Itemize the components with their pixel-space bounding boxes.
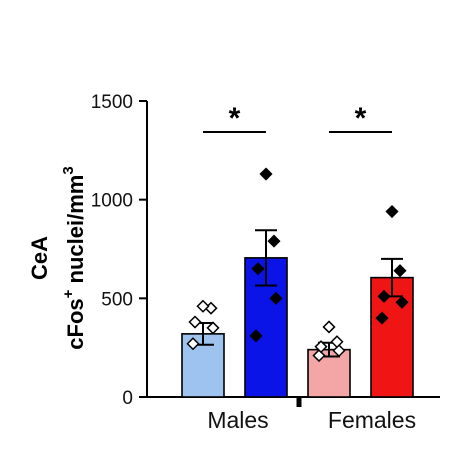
data-point-diamond bbox=[251, 262, 265, 276]
data-point-diamond bbox=[186, 337, 200, 351]
svg-text:cFos+ nuclei/mm3: cFos+ nuclei/mm3 bbox=[60, 166, 88, 349]
significance-star: * bbox=[355, 102, 367, 135]
data-point-diamond bbox=[206, 321, 220, 335]
data-point-diamond bbox=[259, 167, 273, 181]
data-point-diamond bbox=[267, 234, 281, 248]
group-label-males: Males bbox=[207, 407, 268, 433]
y-ticks: 0 500 1000 1500 bbox=[91, 92, 147, 409]
data-point-diamond bbox=[188, 315, 202, 329]
data-point-diamond bbox=[322, 320, 336, 334]
y-axis-title-unit: nuclei/mm bbox=[63, 175, 88, 290]
y-axis-title-unit-sup: 3 bbox=[60, 166, 77, 174]
data-point-diamond bbox=[395, 295, 409, 309]
y-tick-label: 500 bbox=[101, 289, 133, 310]
data-point-diamond bbox=[314, 340, 328, 354]
y-axis-title-main: cFos bbox=[63, 298, 88, 349]
y-tick-label: 1500 bbox=[91, 92, 133, 113]
data-point-diamond bbox=[330, 335, 344, 349]
y-axis-title-sup: + bbox=[60, 289, 77, 298]
data-point-diamond bbox=[196, 299, 210, 313]
significance-layer: * * bbox=[203, 102, 392, 135]
y-tick-label: 0 bbox=[122, 388, 133, 409]
data-point-diamond bbox=[375, 311, 389, 325]
significance-star: * bbox=[229, 102, 241, 135]
data-point-diamond bbox=[269, 291, 283, 305]
data-point-diamond bbox=[377, 289, 391, 303]
data-point-diamond bbox=[249, 329, 263, 343]
points-layer bbox=[186, 167, 409, 363]
y-tick-label: 1000 bbox=[91, 191, 133, 212]
data-point-diamond bbox=[385, 204, 399, 219]
y-axis-title-region: CeA bbox=[27, 236, 52, 280]
group-label-females: Females bbox=[328, 407, 416, 433]
data-point-diamond bbox=[312, 348, 326, 363]
svg-text:CeA: CeA bbox=[27, 236, 52, 280]
y-axis-title: CeA cFos+ nuclei/mm3 bbox=[27, 166, 88, 349]
data-point-diamond bbox=[393, 264, 407, 278]
bar-females-treated bbox=[370, 276, 414, 398]
data-point-diamond bbox=[332, 344, 346, 358]
